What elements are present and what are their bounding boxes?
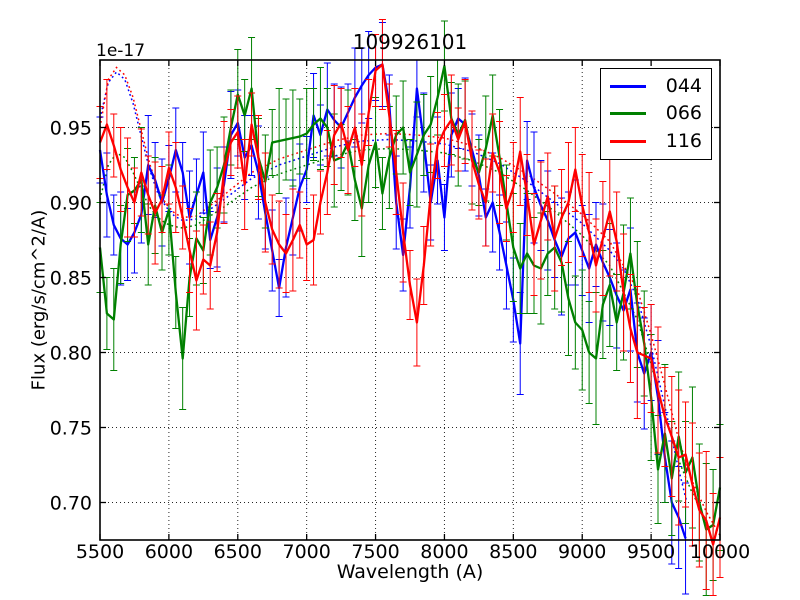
line-044 [98, 63, 687, 539]
y-tick-label: 0.80 [50, 343, 92, 365]
legend-entry-044: 044 [610, 77, 702, 96]
series-116 [96, 19, 724, 596]
x-axis-label: Wavelength (A) [336, 561, 484, 583]
legend-entry-066: 066 [610, 104, 702, 123]
x-tick-label: 6000 [145, 541, 193, 563]
y-tick-label: 0.70 [50, 493, 92, 515]
legend-entry-116: 116 [610, 129, 702, 152]
tick-marks [99, 60, 721, 540]
x-tick-label: 7500 [351, 541, 399, 563]
x-tick-label: 10000 [690, 541, 750, 563]
plot-title: 109926101 [352, 30, 468, 54]
y-tick-label: 0.90 [50, 193, 92, 215]
x-tick-label: 8500 [489, 541, 537, 563]
tick-labels: 5500 6000 6500 7000 7500 8000 8500 9000 9500 1000… [50, 118, 751, 564]
legend-label: 044 [665, 75, 702, 98]
line-116 [98, 63, 722, 546]
x-tick-label: 9000 [558, 541, 606, 563]
legend-label: 066 [665, 102, 702, 125]
x-tick-label: 7000 [282, 541, 330, 563]
y-axis-label: Flux (erg/s/cm^2/A) [28, 209, 50, 391]
legend: 044 066 116 [600, 68, 712, 160]
y-tick-label: 0.75 [50, 418, 92, 440]
y-axis-offset-text: 1e-17 [96, 41, 146, 61]
x-tick-label: 6500 [214, 541, 262, 563]
x-tick-label: 9500 [627, 541, 675, 563]
x-tick-label: 8000 [420, 541, 468, 563]
legend-line-red [610, 139, 646, 143]
y-tick-label: 0.85 [50, 268, 92, 290]
axes-frame [99, 59, 721, 541]
y-tick-label: 0.95 [50, 118, 92, 140]
legend-label: 116 [665, 129, 702, 152]
x-tick-label: 5500 [76, 541, 124, 563]
legend-line-blue [610, 85, 646, 89]
legend-line-green [610, 112, 646, 116]
